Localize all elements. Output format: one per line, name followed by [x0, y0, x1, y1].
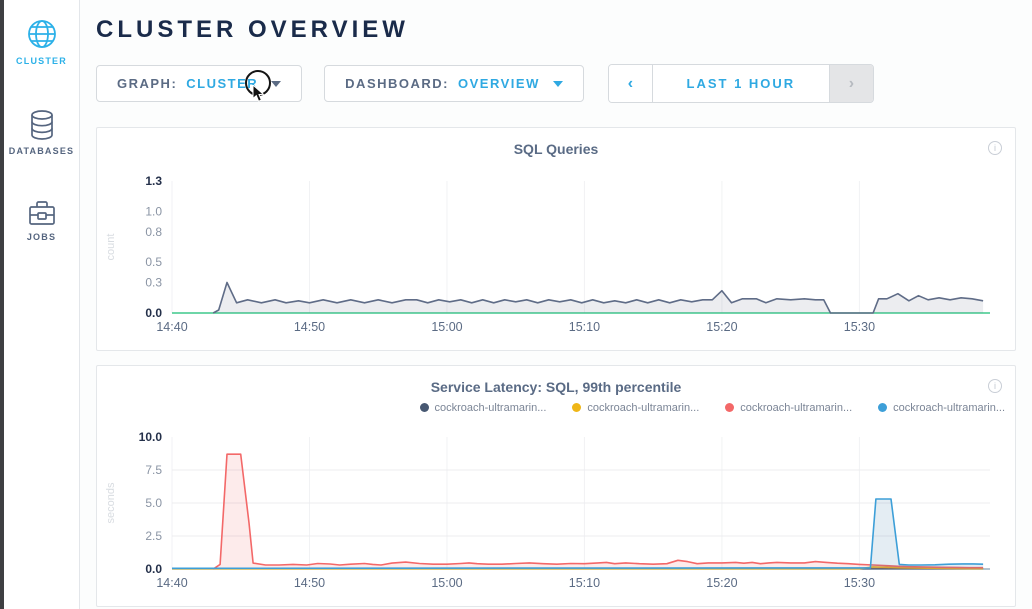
- sidebar-item-label: DATABASES: [8, 146, 75, 156]
- databases-icon: [29, 110, 55, 140]
- controls-bar: GRAPH: CLUSTER DASHBOARD: OVERVIEW ‹ LAS…: [96, 64, 1016, 103]
- sidebar-item-cluster[interactable]: CLUSTER: [4, 12, 79, 80]
- time-range-selector: ‹ LAST 1 HOUR ›: [607, 64, 874, 103]
- sql-queries-chart: 0.0 0.3 0.5 0.8 1.0 1.3 14:40 14:50 15:00 15:10 15…: [97, 157, 1015, 350]
- info-icon[interactable]: i: [988, 379, 1002, 393]
- svg-text:seconds: seconds: [105, 482, 117, 523]
- legend-label: cockroach-ultramarin...: [587, 401, 700, 414]
- dashboard-dropdown[interactable]: DASHBOARD: OVERVIEW: [324, 65, 584, 102]
- legend-item[interactable]: cockroach-ultramarin...: [878, 401, 1005, 414]
- svg-text:10.0: 10.0: [139, 430, 163, 444]
- legend-item[interactable]: cockroach-ultramarin...: [725, 401, 853, 414]
- svg-text:15:00: 15:00: [431, 320, 462, 334]
- svg-text:14:40: 14:40: [156, 320, 187, 334]
- legend-label: cockroach-ultramarin...: [434, 401, 547, 414]
- svg-text:15:20: 15:20: [706, 576, 737, 590]
- svg-text:0.3: 0.3: [145, 276, 162, 290]
- svg-text:0.5: 0.5: [145, 255, 162, 269]
- svg-text:count: count: [105, 234, 117, 261]
- chevron-left-icon: ‹: [627, 74, 634, 92]
- briefcase-icon: [28, 200, 56, 226]
- svg-text:1.3: 1.3: [145, 174, 162, 188]
- svg-text:0.8: 0.8: [145, 225, 162, 239]
- svg-text:14:40: 14:40: [156, 576, 187, 590]
- sql-queries-chart-card: SQL Queries i 0.0 0.3 0.5 0.8 1.0 1.3 14:40 14:…: [96, 127, 1016, 351]
- chart-legend: cockroach-ultramarin... cockroach-ultrama…: [97, 395, 1015, 414]
- chart-title: SQL Queries: [513, 141, 599, 157]
- sidebar-item-databases[interactable]: DATABASES: [4, 104, 79, 170]
- graph-dropdown-label: GRAPH:: [117, 76, 178, 91]
- svg-text:15:20: 15:20: [706, 320, 737, 334]
- sidebar-item-label: CLUSTER: [16, 56, 67, 66]
- chevron-right-icon: ›: [848, 74, 855, 92]
- chart-svg: 0.0 0.3 0.5 0.8 1.0 1.3 14:40 14:50 15:00 15:10 15…: [105, 174, 990, 334]
- svg-text:2.5: 2.5: [145, 529, 162, 543]
- legend-item[interactable]: cockroach-ultramarin...: [419, 401, 547, 414]
- legend-dot-icon: [419, 403, 429, 412]
- legend-label: cockroach-ultramarin...: [740, 401, 853, 414]
- globe-icon: [26, 18, 58, 50]
- svg-text:7.5: 7.5: [145, 463, 162, 477]
- legend-dot-icon: [878, 403, 888, 412]
- svg-text:15:10: 15:10: [569, 576, 600, 590]
- dashboard-dropdown-value: OVERVIEW: [458, 76, 540, 91]
- graph-dropdown[interactable]: GRAPH: CLUSTER: [96, 65, 303, 102]
- legend-item[interactable]: cockroach-ultramarin...: [572, 401, 700, 414]
- svg-text:0.0: 0.0: [145, 562, 162, 576]
- chart-title: Service Latency: SQL, 99th percentile: [430, 379, 682, 395]
- time-prev-button[interactable]: ‹: [608, 65, 653, 102]
- info-icon[interactable]: i: [988, 141, 1002, 155]
- chart-svg: 0.0 2.5 5.0 7.5 10.0 14:40 14:50 15:00 15:10 15:2…: [105, 430, 990, 590]
- chevron-down-icon: [271, 80, 282, 87]
- svg-text:1.0: 1.0: [145, 204, 162, 218]
- svg-text:15:10: 15:10: [569, 320, 600, 334]
- svg-text:15:00: 15:00: [431, 576, 462, 590]
- sidebar-item-label: JOBS: [26, 232, 57, 242]
- page-title: CLUSTER OVERVIEW: [96, 16, 409, 43]
- svg-text:14:50: 14:50: [294, 320, 325, 334]
- time-next-button[interactable]: ›: [828, 65, 873, 102]
- svg-text:14:50: 14:50: [294, 576, 325, 590]
- dashboard-dropdown-label: DASHBOARD:: [345, 76, 450, 91]
- window-edge: [0, 0, 4, 609]
- svg-text:0.0: 0.0: [145, 306, 162, 320]
- svg-text:15:30: 15:30: [844, 320, 875, 334]
- service-latency-chart-card: Service Latency: SQL, 99th percentile i …: [96, 365, 1016, 607]
- svg-text:15:30: 15:30: [844, 576, 875, 590]
- graph-dropdown-value: CLUSTER: [186, 76, 259, 91]
- legend-dot-icon: [572, 403, 582, 412]
- legend-label: cockroach-ultramarin...: [893, 401, 1005, 414]
- service-latency-chart: 0.0 2.5 5.0 7.5 10.0 14:40 14:50 15:00 15:10 15:2…: [97, 413, 1015, 606]
- legend-dot-icon: [725, 403, 735, 412]
- time-range-label[interactable]: LAST 1 HOUR: [686, 76, 796, 91]
- sidebar: CLUSTER DATABASES JOBS: [4, 0, 80, 609]
- main-content: CLUSTER OVERVIEW GRAPH: CLUSTER DASHBOAR…: [80, 0, 1032, 607]
- chevron-down-icon: [552, 80, 563, 87]
- svg-text:5.0: 5.0: [145, 496, 162, 510]
- sidebar-item-jobs[interactable]: JOBS: [4, 194, 79, 256]
